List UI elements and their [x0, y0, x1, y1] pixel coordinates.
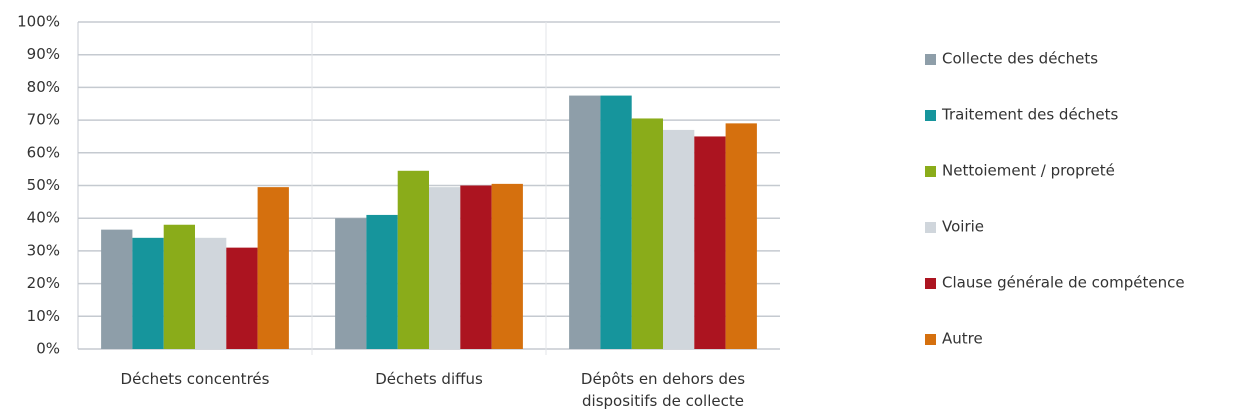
x-tick-label: Dépôts en dehors des dispositifs de coll… [580, 370, 746, 410]
legend-swatch [925, 278, 936, 289]
bar [366, 214, 398, 349]
legend-label: Traitement des déchets [941, 106, 1119, 124]
y-tick-label: 0% [36, 340, 60, 358]
y-tick-label: 30% [27, 241, 60, 259]
bar [569, 95, 601, 349]
legend-swatch [925, 334, 936, 345]
legend-label: Collecte des déchets [942, 50, 1098, 68]
legend-swatch [925, 166, 936, 177]
bar [257, 187, 289, 349]
bar [631, 118, 663, 349]
bar [725, 123, 757, 350]
bar [226, 247, 258, 349]
y-tick-label: 100% [17, 13, 60, 31]
bar [429, 187, 461, 349]
legend-label: Nettoiement / propreté [942, 162, 1115, 180]
bar [694, 136, 726, 349]
y-tick-label: 90% [27, 45, 60, 63]
y-tick-label: 10% [27, 307, 60, 325]
y-tick-label: 40% [27, 209, 60, 227]
x-tick-label: Déchets concentrés [120, 370, 270, 388]
bar [460, 185, 492, 349]
bar [101, 229, 133, 349]
y-tick-label: 20% [27, 274, 60, 292]
y-tick-label: 70% [27, 111, 60, 129]
bar [163, 224, 195, 349]
bar [600, 95, 632, 349]
y-tick-label: 60% [27, 143, 60, 161]
bar [663, 129, 695, 349]
legend-swatch [925, 222, 936, 233]
bar [397, 170, 429, 349]
bar [335, 218, 367, 349]
legend-swatch [925, 110, 936, 121]
legend-label: Autre [942, 330, 983, 348]
x-tick-label: Déchets diffus [375, 370, 483, 388]
bar [195, 237, 227, 349]
legend-label: Voirie [942, 218, 984, 236]
bar [491, 183, 523, 349]
y-tick-label: 80% [27, 78, 60, 96]
legend-label: Clause générale de compétence [942, 274, 1185, 292]
y-tick-label: 50% [27, 176, 60, 194]
legend-swatch [925, 54, 936, 65]
bar [132, 237, 164, 349]
